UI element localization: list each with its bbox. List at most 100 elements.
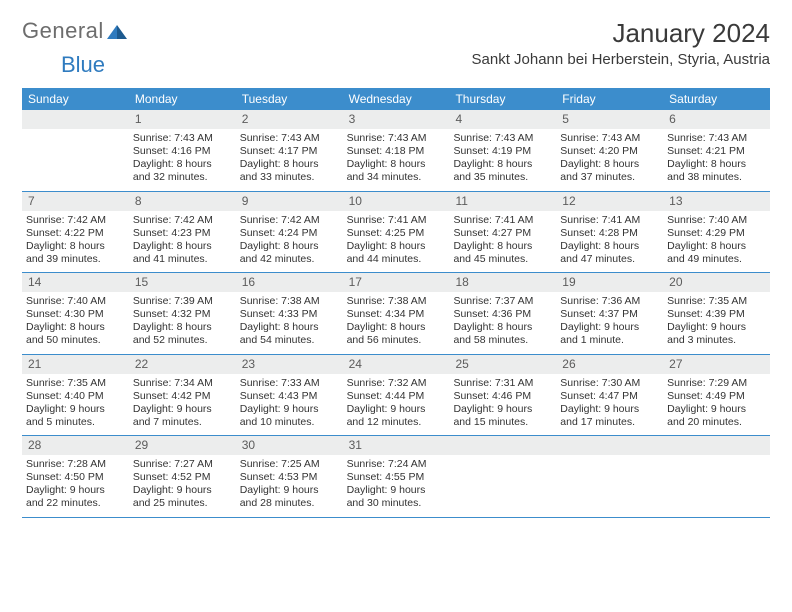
day-body: Sunrise: 7:43 AMSunset: 4:20 PMDaylight:… [556, 129, 663, 191]
sunrise-line: Sunrise: 7:43 AM [667, 132, 766, 145]
day-body: Sunrise: 7:28 AMSunset: 4:50 PMDaylight:… [22, 455, 129, 517]
sunrise-line: Sunrise: 7:27 AM [133, 458, 232, 471]
day-body: Sunrise: 7:31 AMSunset: 4:46 PMDaylight:… [449, 374, 556, 436]
sunset-line: Sunset: 4:36 PM [453, 308, 552, 321]
day-cell: 9Sunrise: 7:42 AMSunset: 4:24 PMDaylight… [236, 192, 343, 273]
day-cell: 19Sunrise: 7:36 AMSunset: 4:37 PMDayligh… [556, 273, 663, 354]
day-number: 7 [22, 192, 129, 211]
day-cell: 14Sunrise: 7:40 AMSunset: 4:30 PMDayligh… [22, 273, 129, 354]
sunrise-line: Sunrise: 7:29 AM [667, 377, 766, 390]
day-number: 25 [449, 355, 556, 374]
day-of-week-cell: Friday [556, 88, 663, 110]
day-body: Sunrise: 7:39 AMSunset: 4:32 PMDaylight:… [129, 292, 236, 354]
day-number: 5 [556, 110, 663, 129]
day-number: 30 [236, 436, 343, 455]
day-cell: 13Sunrise: 7:40 AMSunset: 4:29 PMDayligh… [663, 192, 770, 273]
sunset-line: Sunset: 4:47 PM [560, 390, 659, 403]
day-number: 6 [663, 110, 770, 129]
day-cell: 4Sunrise: 7:43 AMSunset: 4:19 PMDaylight… [449, 110, 556, 191]
sunset-line: Sunset: 4:30 PM [26, 308, 125, 321]
day-number: 12 [556, 192, 663, 211]
sunset-line: Sunset: 4:27 PM [453, 227, 552, 240]
daylight-line: Daylight: 9 hours and 22 minutes. [26, 484, 125, 510]
day-number: 13 [663, 192, 770, 211]
day-cell: 12Sunrise: 7:41 AMSunset: 4:28 PMDayligh… [556, 192, 663, 273]
day-body: Sunrise: 7:30 AMSunset: 4:47 PMDaylight:… [556, 374, 663, 436]
daylight-line: Daylight: 8 hours and 32 minutes. [133, 158, 232, 184]
location: Sankt Johann bei Herberstein, Styria, Au… [472, 51, 771, 68]
day-cell: 3Sunrise: 7:43 AMSunset: 4:18 PMDaylight… [343, 110, 450, 191]
sunset-line: Sunset: 4:37 PM [560, 308, 659, 321]
sunrise-line: Sunrise: 7:25 AM [240, 458, 339, 471]
daylight-line: Daylight: 8 hours and 33 minutes. [240, 158, 339, 184]
month-title: January 2024 [472, 18, 771, 49]
day-cell: 30Sunrise: 7:25 AMSunset: 4:53 PMDayligh… [236, 436, 343, 517]
day-cell: 17Sunrise: 7:38 AMSunset: 4:34 PMDayligh… [343, 273, 450, 354]
sunrise-line: Sunrise: 7:43 AM [133, 132, 232, 145]
sunset-line: Sunset: 4:50 PM [26, 471, 125, 484]
sunset-line: Sunset: 4:33 PM [240, 308, 339, 321]
logo: General [22, 18, 130, 44]
day-body: Sunrise: 7:43 AMSunset: 4:16 PMDaylight:… [129, 129, 236, 191]
sunrise-line: Sunrise: 7:42 AM [26, 214, 125, 227]
daylight-line: Daylight: 8 hours and 52 minutes. [133, 321, 232, 347]
sunset-line: Sunset: 4:34 PM [347, 308, 446, 321]
day-cell: 20Sunrise: 7:35 AMSunset: 4:39 PMDayligh… [663, 273, 770, 354]
empty-day [663, 436, 770, 455]
sunset-line: Sunset: 4:20 PM [560, 145, 659, 158]
sunrise-line: Sunrise: 7:41 AM [347, 214, 446, 227]
day-number: 20 [663, 273, 770, 292]
week-row: 7Sunrise: 7:42 AMSunset: 4:22 PMDaylight… [22, 192, 770, 274]
day-cell: 5Sunrise: 7:43 AMSunset: 4:20 PMDaylight… [556, 110, 663, 191]
sunset-line: Sunset: 4:21 PM [667, 145, 766, 158]
sunrise-line: Sunrise: 7:40 AM [667, 214, 766, 227]
day-cell: 11Sunrise: 7:41 AMSunset: 4:27 PMDayligh… [449, 192, 556, 273]
day-of-week-cell: Thursday [449, 88, 556, 110]
sunset-line: Sunset: 4:22 PM [26, 227, 125, 240]
sunrise-line: Sunrise: 7:28 AM [26, 458, 125, 471]
day-number: 9 [236, 192, 343, 211]
sunset-line: Sunset: 4:16 PM [133, 145, 232, 158]
day-body: Sunrise: 7:43 AMSunset: 4:18 PMDaylight:… [343, 129, 450, 191]
daylight-line: Daylight: 9 hours and 12 minutes. [347, 403, 446, 429]
day-body: Sunrise: 7:29 AMSunset: 4:49 PMDaylight:… [663, 374, 770, 436]
daylight-line: Daylight: 8 hours and 58 minutes. [453, 321, 552, 347]
day-cell: 22Sunrise: 7:34 AMSunset: 4:42 PMDayligh… [129, 355, 236, 436]
sunset-line: Sunset: 4:53 PM [240, 471, 339, 484]
day-cell: 6Sunrise: 7:43 AMSunset: 4:21 PMDaylight… [663, 110, 770, 191]
sunrise-line: Sunrise: 7:37 AM [453, 295, 552, 308]
sunrise-line: Sunrise: 7:34 AM [133, 377, 232, 390]
day-of-week-cell: Sunday [22, 88, 129, 110]
day-cell [449, 436, 556, 517]
sunset-line: Sunset: 4:40 PM [26, 390, 125, 403]
sunrise-line: Sunrise: 7:43 AM [453, 132, 552, 145]
day-number: 11 [449, 192, 556, 211]
sunset-line: Sunset: 4:55 PM [347, 471, 446, 484]
day-body: Sunrise: 7:40 AMSunset: 4:29 PMDaylight:… [663, 211, 770, 273]
title-block: January 2024 Sankt Johann bei Herberstei… [472, 18, 771, 68]
day-number: 23 [236, 355, 343, 374]
sunrise-line: Sunrise: 7:42 AM [133, 214, 232, 227]
day-cell [22, 110, 129, 191]
sunrise-line: Sunrise: 7:41 AM [560, 214, 659, 227]
day-cell: 21Sunrise: 7:35 AMSunset: 4:40 PMDayligh… [22, 355, 129, 436]
day-body: Sunrise: 7:35 AMSunset: 4:40 PMDaylight:… [22, 374, 129, 436]
daylight-line: Daylight: 9 hours and 15 minutes. [453, 403, 552, 429]
day-cell: 29Sunrise: 7:27 AMSunset: 4:52 PMDayligh… [129, 436, 236, 517]
daylight-line: Daylight: 8 hours and 37 minutes. [560, 158, 659, 184]
day-number: 26 [556, 355, 663, 374]
daylight-line: Daylight: 9 hours and 10 minutes. [240, 403, 339, 429]
daylight-line: Daylight: 8 hours and 45 minutes. [453, 240, 552, 266]
daylight-line: Daylight: 9 hours and 30 minutes. [347, 484, 446, 510]
sunrise-line: Sunrise: 7:30 AM [560, 377, 659, 390]
week-row: 1Sunrise: 7:43 AMSunset: 4:16 PMDaylight… [22, 110, 770, 192]
day-number: 3 [343, 110, 450, 129]
sunrise-line: Sunrise: 7:35 AM [26, 377, 125, 390]
logo-text-general: General [22, 18, 104, 44]
day-of-week-cell: Monday [129, 88, 236, 110]
sunset-line: Sunset: 4:19 PM [453, 145, 552, 158]
logo-triangle-icon [106, 22, 128, 40]
day-number: 15 [129, 273, 236, 292]
day-body: Sunrise: 7:42 AMSunset: 4:24 PMDaylight:… [236, 211, 343, 273]
daylight-line: Daylight: 8 hours and 47 minutes. [560, 240, 659, 266]
